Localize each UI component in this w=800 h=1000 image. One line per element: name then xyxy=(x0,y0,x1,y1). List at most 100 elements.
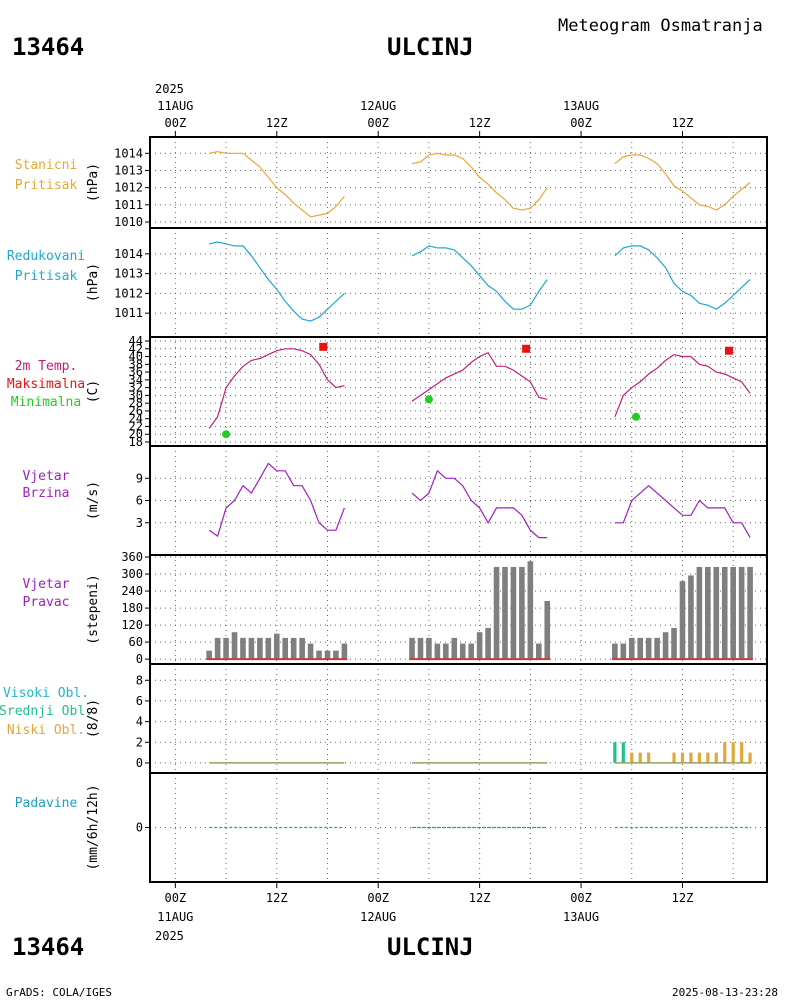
direction-bar xyxy=(265,637,272,660)
direction-bar xyxy=(206,650,212,660)
panel-wind-speed: 3 6 9 (m/s) Vjetar Brzina xyxy=(23,445,768,556)
temperature-line xyxy=(614,353,751,418)
y-tick-label: 4 xyxy=(136,715,143,729)
year-bottom: 2025 xyxy=(155,929,184,943)
wind-speed-line xyxy=(411,469,548,539)
panel-frame xyxy=(149,336,768,447)
direction-bar xyxy=(443,643,449,660)
y-tick-label: 34 xyxy=(129,373,143,387)
y-tick-label: 1013 xyxy=(114,163,143,177)
y-tick-label: 1014 xyxy=(114,247,143,261)
y-tick-label: 9 xyxy=(136,471,143,485)
y-tick-label: 6 xyxy=(136,494,143,508)
reduced-pressure-line xyxy=(614,245,751,310)
direction-bar xyxy=(628,637,635,660)
cloud-bar xyxy=(630,752,634,763)
y-axis-label: (m/s) xyxy=(86,481,101,520)
panel-title: Pravac xyxy=(23,595,70,610)
date-label-bottom: 12AUG xyxy=(360,910,396,924)
direction-bar xyxy=(257,637,263,660)
direction-bar xyxy=(248,637,255,660)
y-tick-label: 40 xyxy=(129,350,143,364)
year-top: 2025 xyxy=(155,82,184,96)
direction-bar xyxy=(688,575,694,660)
panel-title: Niski Obl. xyxy=(7,723,85,738)
direction-bar xyxy=(696,566,703,660)
panel-frame xyxy=(149,227,768,338)
cloud-bar xyxy=(638,752,642,763)
station-id-bottom: 13464 xyxy=(12,933,84,961)
reduced-pressure-line xyxy=(411,245,548,310)
y-axis-label: (8/8) xyxy=(86,699,101,738)
panel-title: Minimalna xyxy=(11,395,81,410)
panel-title: Pritisak xyxy=(15,269,78,284)
y-axis-label: (hPa) xyxy=(86,163,101,202)
direction-bar xyxy=(223,637,229,660)
panel-wind-direction: 0 60 120 180 240 300 360 (stepeni) Vjetar Pravac xyxy=(23,550,768,666)
tmax-marker xyxy=(724,346,733,355)
direction-bar xyxy=(459,643,466,660)
cloud-bar xyxy=(748,752,752,763)
y-tick-label: 0 xyxy=(136,821,143,835)
direction-bar xyxy=(273,633,280,660)
y-tick-label: 120 xyxy=(121,618,143,632)
panel-title: Vjetar xyxy=(23,469,70,484)
panel-title: Srednji Obl. xyxy=(0,704,93,719)
direction-bar xyxy=(333,650,339,660)
y-tick-label: 360 xyxy=(121,550,143,564)
y-tick-label: 26 xyxy=(129,404,143,418)
y-tick-label: 8 xyxy=(136,673,143,687)
y-tick-label: 42 xyxy=(129,342,143,356)
y-tick-label: 3 xyxy=(136,516,143,530)
tmax-marker xyxy=(319,342,328,351)
panel-title: Visoki Obl. xyxy=(3,686,89,701)
panel-reduced-pressure: 1011 1012 1013 1014 (hPa)Redukovani Pritisak xyxy=(7,227,768,338)
direction-bar xyxy=(510,566,517,660)
y-tick-label: 0 xyxy=(136,652,143,666)
direction-bar xyxy=(324,650,331,660)
cloud-bar xyxy=(723,742,727,763)
direction-bar xyxy=(468,643,474,660)
time-label-top: 00Z xyxy=(367,116,389,130)
time-label-top: 00Z xyxy=(165,116,187,130)
time-label-top: 12Z xyxy=(672,116,694,130)
y-tick-label: 1010 xyxy=(114,215,143,229)
direction-bar xyxy=(214,637,221,660)
temperature-line xyxy=(411,351,548,402)
direction-bar xyxy=(307,643,314,660)
station-name-top: ULCINJ xyxy=(387,33,474,61)
panel-station-pressure: 1010 1011 1012 1013 1014 (hPa) Stanicni Pritisa… xyxy=(15,136,768,229)
y-tick-label: 0 xyxy=(136,756,143,770)
y-tick-label: 1013 xyxy=(114,267,143,281)
panel-clouds: 0 2 4 6 8 (8/8)Visoki Obl. Srednji Obl. Niski O… xyxy=(0,663,768,774)
wind-speed-line xyxy=(614,484,751,538)
time-label-top: 00Z xyxy=(570,116,592,130)
y-tick-label: 44 xyxy=(129,334,143,348)
subtitle: Meteogram Osmatranja xyxy=(558,16,763,36)
direction-bar xyxy=(519,566,525,660)
direction-bar xyxy=(747,566,753,660)
date-label-top: 13AUG xyxy=(563,99,599,113)
time-label-bottom: 12Z xyxy=(469,891,491,905)
y-tick-label: 1012 xyxy=(114,286,143,300)
tmin-marker xyxy=(424,395,433,404)
cloud-bar xyxy=(613,742,617,763)
direction-bar xyxy=(426,637,432,660)
date-label-bottom: 13AUG xyxy=(563,910,599,924)
y-tick-label: 20 xyxy=(129,427,143,441)
panel-title: Padavine xyxy=(15,796,78,811)
tmin-marker xyxy=(631,412,640,421)
cloud-bar xyxy=(731,742,735,763)
y-axis-label: (hPa) xyxy=(86,263,101,302)
cloud-bar xyxy=(740,742,744,763)
time-label-bottom: 00Z xyxy=(165,891,187,905)
y-axis-label: (stepeni) xyxy=(86,574,101,644)
y-tick-label: 300 xyxy=(121,567,143,581)
direction-bar xyxy=(316,650,322,660)
direction-bar xyxy=(502,566,508,660)
time-label-bottom: 00Z xyxy=(367,891,389,905)
y-tick-label: 240 xyxy=(121,584,143,598)
time-axis-top: 00Z 11AUG 12Z 00Z 12AUG 12Z 00Z 13AUG 12Z xyxy=(157,99,693,137)
wind-speed-line xyxy=(208,462,345,538)
